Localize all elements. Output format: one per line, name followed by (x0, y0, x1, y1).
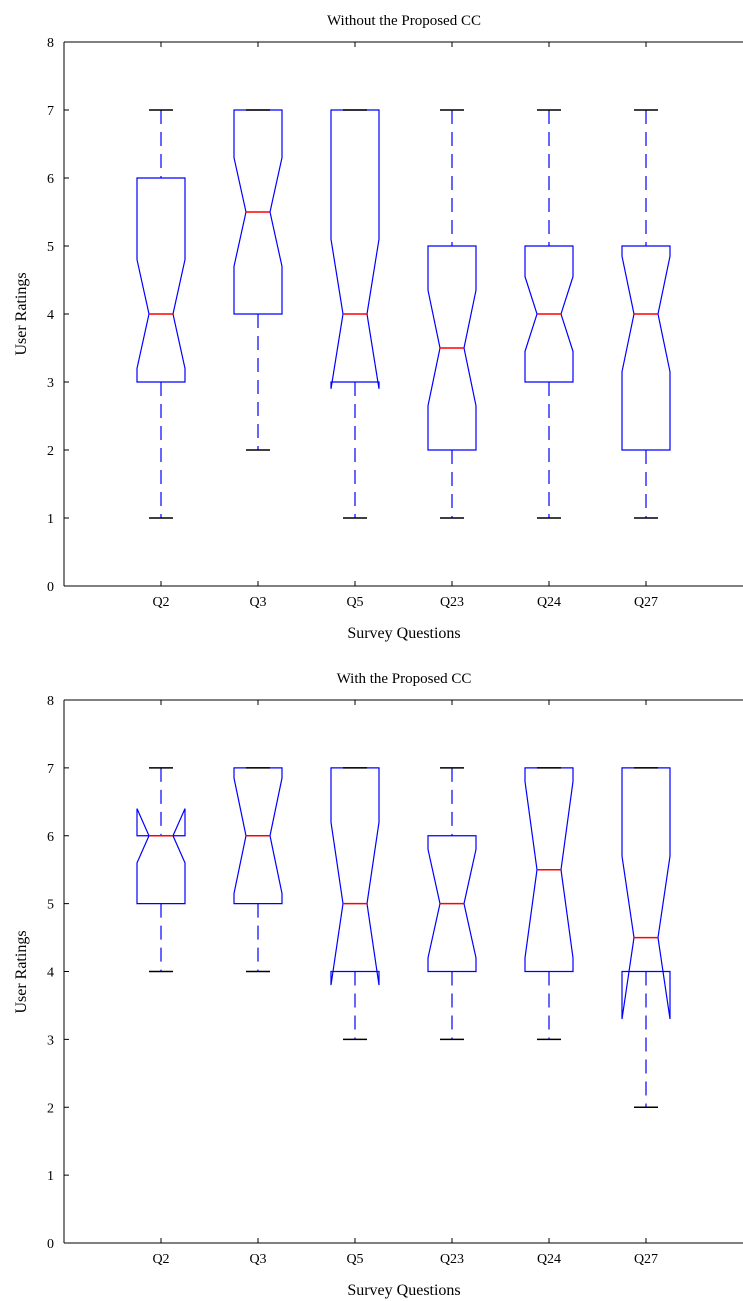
y-tick-label: 1 (47, 1169, 54, 1184)
box-Q27 (621, 245, 671, 451)
x-tick-label: Q23 (440, 595, 464, 610)
x-tick-label: Q27 (634, 1252, 658, 1267)
box-Q2 (136, 808, 186, 905)
y-axis-label: User Ratings (13, 272, 30, 355)
y-tick-label: 1 (47, 512, 54, 527)
box-Q3 (233, 109, 283, 315)
x-tick-label: Q3 (249, 595, 266, 610)
y-tick-label: 6 (47, 830, 54, 845)
x-tick-label: Q5 (346, 595, 363, 610)
box-Q2 (136, 177, 186, 383)
y-tick-label: 8 (47, 36, 54, 51)
x-tick-label: Q24 (537, 595, 561, 610)
chart-title: With the Proposed CC (337, 671, 472, 687)
chart-panel-with-cc: With the Proposed CC 0 1 2 3 4 5 6 7 8 Q2 Q3 Q5 Q23 Q… (13, 671, 743, 1299)
y-tick-label: 3 (47, 376, 54, 391)
y-tick-label: 0 (47, 580, 54, 595)
x-tick-label: Q23 (440, 1252, 464, 1267)
x-tick-label: Q24 (537, 1252, 561, 1267)
y-tick-label: 2 (47, 1101, 54, 1116)
x-tick-label: Q3 (249, 1252, 266, 1267)
y-tick-label: 5 (47, 240, 54, 255)
box-Q5 (330, 109, 380, 389)
box-Q27 (621, 767, 671, 1020)
chart-title: Without the Proposed CC (327, 13, 481, 29)
y-tick-label: 4 (47, 308, 54, 323)
x-tick-label: Q5 (346, 1252, 363, 1267)
y-tick-label: 2 (47, 444, 54, 459)
y-tick-label: 8 (47, 694, 54, 709)
box-Q5 (330, 767, 380, 986)
y-tick-label: 6 (47, 172, 54, 187)
y-tick-label: 7 (47, 762, 54, 777)
y-tick-label: 3 (47, 1033, 54, 1048)
x-tick-label: Q27 (634, 595, 658, 610)
y-tick-label: 0 (47, 1237, 54, 1252)
y-axis-label: User Ratings (13, 930, 30, 1013)
y-tick-label: 4 (47, 966, 54, 981)
x-axis-label: Survey Questions (347, 1282, 460, 1299)
y-tick-label: 7 (47, 104, 54, 119)
x-tick-label: Q2 (152, 1252, 169, 1267)
x-tick-label: Q2 (152, 595, 169, 610)
box-Q24 (524, 245, 574, 383)
box-Q23 (427, 245, 477, 451)
y-tick-label: 5 (47, 898, 54, 913)
box-Q23 (427, 835, 477, 973)
box-Q24 (524, 767, 574, 973)
box-Q3 (233, 767, 283, 905)
chart-panel-without-cc: Without the Proposed CC 0 1 2 3 4 5 6 7 8 Q2 Q3 Q5 Q… (13, 13, 743, 642)
x-axis-label: Survey Questions (347, 625, 460, 642)
